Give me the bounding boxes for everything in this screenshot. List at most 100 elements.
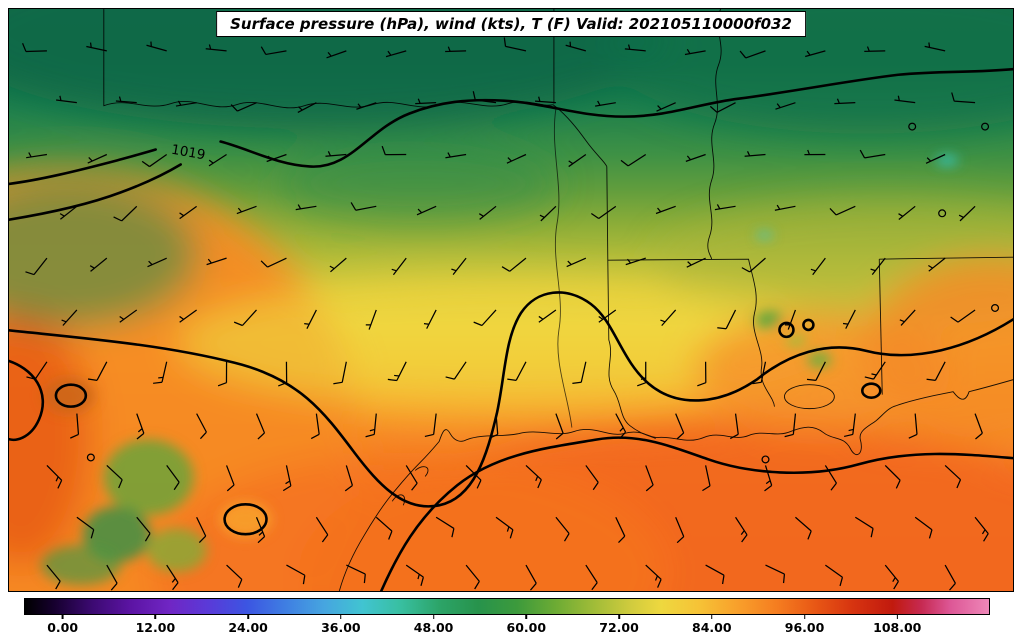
wind-barb [784, 413, 797, 438]
wind-barb [365, 413, 377, 438]
wind-barb [637, 361, 647, 387]
isobar-closed-delta [861, 382, 882, 399]
wind-barb [624, 44, 646, 52]
wind-barb [555, 413, 564, 440]
wind-barb [278, 361, 288, 387]
isobar-closed-west-texas [54, 383, 88, 408]
wind-barb [391, 257, 407, 276]
wind-barb [26, 152, 48, 159]
wind-barb [805, 50, 826, 58]
wind-barb [346, 564, 366, 584]
wind-barb [405, 465, 418, 491]
map-frame: 1019 Surface pressure (hPa), wind (kts),… [8, 8, 1014, 592]
wind-barb [61, 309, 78, 326]
wind-barb [585, 465, 599, 491]
pressure-contour-label: 1019 [170, 143, 206, 164]
wind-barb [854, 516, 874, 538]
wind-barb [115, 96, 137, 104]
wind-barb [423, 309, 437, 329]
colorbar-tick-label: 84.00 [692, 620, 732, 635]
wind-barb [501, 257, 527, 272]
wind-barb [333, 361, 347, 385]
wind-barb [842, 309, 856, 329]
wind-barb [146, 41, 167, 52]
wind-barb [705, 564, 725, 585]
colorbar-gradient [24, 598, 990, 615]
wind-barb [765, 564, 786, 584]
wind-barb [119, 309, 138, 323]
wind-barb [451, 257, 467, 275]
colorbar-tick-mark [803, 615, 806, 619]
colorbar-tick: 48.00 [414, 615, 453, 635]
wind-barb [356, 102, 377, 110]
map-title-text: Surface pressure (hPa), wind (kts), T (F… [230, 15, 792, 33]
wind-barb [282, 465, 292, 492]
wind-barb [764, 465, 773, 492]
wind-barb [615, 413, 627, 440]
wind-barb [329, 257, 347, 273]
wind-barb [375, 516, 393, 540]
wind-barb [864, 361, 886, 380]
colorbar-tick-label: 12.00 [135, 620, 176, 635]
wind-barb [991, 303, 1000, 312]
wind-barb [226, 564, 243, 588]
wind-barb [615, 516, 626, 544]
state-border-ar-la-pearl [607, 258, 775, 407]
wind-barb [387, 361, 407, 382]
wind-barb [572, 361, 587, 385]
wind-barb [46, 464, 63, 489]
wind-barb [435, 516, 455, 538]
colorbar-tick-mark [432, 615, 435, 619]
wind-barb [625, 257, 646, 266]
trinity-river [553, 108, 573, 428]
wind-barb [744, 151, 766, 157]
wind-barb [286, 564, 306, 585]
colorbar-tick: 96.00 [785, 615, 824, 635]
wind-barb [974, 413, 983, 440]
wind-barb [424, 413, 437, 438]
wind-barb [774, 204, 796, 211]
wind-barb [260, 46, 287, 56]
wind-barb [344, 465, 354, 492]
wind-barb [350, 202, 377, 211]
isobar-gulf [379, 436, 1013, 591]
wind-barb [752, 361, 767, 385]
wind-barb [166, 465, 180, 491]
colorbar-tick: 108.00 [873, 615, 921, 635]
wind-barb [566, 257, 587, 268]
wind-barb [894, 95, 916, 104]
colorbar-tick-mark [618, 615, 620, 619]
wind-barb [944, 564, 956, 591]
wind-barb [297, 102, 317, 113]
wind-barb [908, 413, 918, 439]
wind-barb [25, 257, 48, 276]
wind-barb [804, 149, 826, 156]
wind-barb [230, 102, 257, 112]
colorbar-tick: 12.00 [135, 615, 176, 635]
wind-barb [76, 516, 95, 539]
wind-barb [697, 361, 707, 387]
wind-barb [761, 455, 770, 464]
wind-barb [365, 309, 377, 330]
wind-barb [899, 309, 916, 326]
colorbar-tick-mark [340, 615, 342, 619]
wind-barb [495, 516, 514, 539]
colorbar-tick: 84.00 [692, 615, 732, 635]
wind-barb [928, 257, 946, 272]
wind-barb [465, 564, 480, 590]
wind-barb [136, 413, 145, 440]
state-border-tx-ok [103, 9, 554, 109]
wind-barb [147, 257, 167, 268]
wind-barb [568, 153, 587, 168]
wind-barb [729, 413, 739, 440]
isobar-west-edge-loop [9, 359, 45, 442]
wind-barb [884, 464, 901, 489]
wind-barb [925, 153, 946, 164]
wind-barb [675, 413, 685, 440]
wind-barb [859, 149, 886, 159]
wind-barb [56, 95, 77, 104]
colorbar-tick: 24.00 [228, 615, 268, 635]
wind-barb [702, 465, 711, 492]
wind-barb [260, 257, 287, 268]
wind-barb [981, 122, 990, 131]
